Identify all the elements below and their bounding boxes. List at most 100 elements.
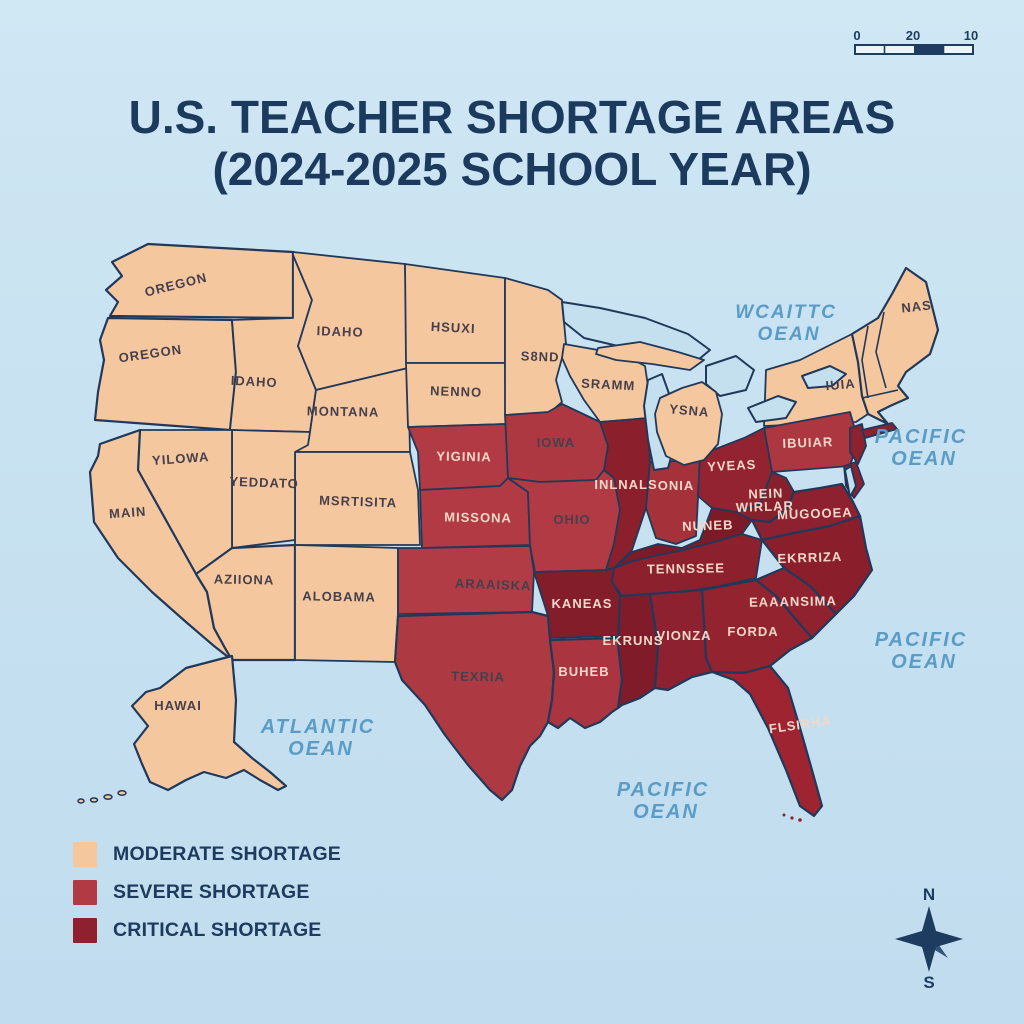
state-label-texria: TEXRIA <box>451 669 505 685</box>
region-long-island <box>861 422 898 439</box>
state-louisiana <box>546 636 624 730</box>
state-labels-layer: OREGONIDAHOOREGONIDAHOMONTANAHSUXIS8NDNE… <box>109 270 933 737</box>
scale-tick-0: 0 <box>853 28 860 43</box>
florida-keys <box>782 813 802 822</box>
page-title: U.S. TEACHER SHORTAGE AREAS (2024-2025 S… <box>0 91 1024 196</box>
alaska-group <box>77 654 802 822</box>
state-label-idaho: IDAHO <box>316 323 363 340</box>
legend-row-moderate: MODERATE SHORTAGE <box>73 841 341 867</box>
scale-tick-10: 10 <box>964 28 978 43</box>
scale-tick-20: 20 <box>906 28 920 43</box>
moderate-label: MODERATE SHORTAGE <box>113 842 342 865</box>
critical-label: CRITICAL SHORTAGE <box>113 918 322 941</box>
state-label-main: MAIN <box>109 504 147 522</box>
state-label-araaiska: ARAAISKA <box>455 576 532 594</box>
state-label-nas: NAS <box>901 297 933 315</box>
state-michigan <box>654 381 723 466</box>
state-label-yeddato: YEDDATO <box>229 474 299 491</box>
state-label-iowa: IOWA <box>537 435 576 450</box>
state-north-dakota <box>404 263 506 364</box>
state-label-nenno: NENNO <box>430 383 482 400</box>
state-label-ekrriza: EKRRIZA <box>777 549 842 566</box>
title-line-2: (2024-2025 SCHOOL YEAR) <box>212 142 812 195</box>
ocean-label-pacific: PACIFIC <box>875 629 968 651</box>
state-label-missona: MISSONA <box>444 509 512 525</box>
state-michigan-upper-peninsula <box>595 341 705 371</box>
critical-swatch <box>73 917 97 943</box>
state-label-onia: ONIA <box>658 478 695 493</box>
state-label-wirlar: WIRLAR <box>736 498 794 515</box>
severe-swatch <box>73 879 97 905</box>
lake-ontario <box>801 365 847 389</box>
compass-south-label: S <box>923 973 934 992</box>
state-label-eaaansima: EAAANSIMA <box>749 593 837 610</box>
aleutian-islands <box>77 790 127 804</box>
state-label-vionza: VIONZA <box>656 628 711 643</box>
state-label-aziiona: AZIIONA <box>214 571 275 587</box>
ocean-label-oean: OEAN <box>891 651 957 673</box>
state-montana <box>292 251 409 391</box>
lake-erie <box>747 395 797 423</box>
state-florida <box>710 664 824 818</box>
state-california <box>88 428 234 662</box>
state-label-msrtisita: MSRTISITA <box>319 493 398 511</box>
state-label-ekruns: EKRUNS <box>603 633 664 648</box>
state-label-mugooea: MUGOOEA <box>777 505 853 523</box>
region-new-england <box>850 266 940 426</box>
state-arkansas <box>533 567 621 639</box>
state-label-ibuiar: IBUIAR <box>782 434 833 451</box>
ocean-label-oean: OEAN <box>288 738 354 760</box>
state-label-inlnals: INLNALS <box>594 477 657 492</box>
state-label-ysna: YSNA <box>669 401 710 419</box>
critical-region <box>533 417 898 818</box>
state-label-yiginia: YIGINIA <box>436 449 492 465</box>
state-label-yveas: YVEAS <box>707 457 757 475</box>
state-label-tennssee: TENNSSEE <box>647 560 725 576</box>
map-legend: MODERATE SHORTAGE SEVERE SHORTAGE CRITIC… <box>73 841 341 955</box>
state-label-iuia: IUIA <box>825 376 856 394</box>
state-minnesota <box>504 277 567 416</box>
compass-main-star <box>895 906 963 972</box>
ocean-label-oean: OEAN <box>633 801 699 823</box>
state-label-kaneas: KANEAS <box>552 596 613 611</box>
state-label-alobama: ALOBAMA <box>302 588 376 604</box>
ocean-label-oean: OEAN <box>758 324 821 345</box>
state-label-hsuxi: HSUXI <box>431 319 476 336</box>
ocean-label-wcaittc: WCAITTC <box>735 302 837 323</box>
ocean-label-pacific: PACIFIC <box>875 426 968 448</box>
state-label-hawai: HAWAI <box>154 698 202 713</box>
state-label-s8nd: S8ND <box>521 348 560 364</box>
scale-bar-filled-segment <box>914 45 944 54</box>
great-lakes <box>561 301 847 471</box>
legend-row-critical: CRITICAL SHORTAGE <box>73 917 341 943</box>
state-label-yilowa: YILOWA <box>152 449 210 468</box>
ocean-label-oean: OEAN <box>891 448 957 470</box>
state-label-forda: FORDA <box>727 624 778 639</box>
legend-row-severe: SEVERE SHORTAGE <box>73 879 341 905</box>
moderate-swatch <box>73 841 97 867</box>
state-label-nein: NEIN <box>748 485 784 501</box>
chesapeake-bay <box>844 465 857 498</box>
severe-label: SEVERE SHORTAGE <box>113 880 310 903</box>
state-label-ohio: OHIO <box>553 512 590 527</box>
compass-rose: N S <box>895 885 963 992</box>
scale-bar: 0 20 10 <box>853 28 978 55</box>
new-england-borders <box>861 311 899 399</box>
state-oregon <box>93 316 238 432</box>
state-texas <box>393 610 556 802</box>
title-line-1: U.S. TEACHER SHORTAGE AREAS <box>128 91 896 143</box>
ocean-labels-layer: WCAITTCOEANPACIFICOEANPACIFICOEANPACIFIC… <box>260 302 968 823</box>
state-label-buheb: BUHEB <box>558 664 609 679</box>
state-label-sramm: SRAMM <box>581 376 636 394</box>
ocean-label-pacific: PACIFIC <box>617 779 710 801</box>
compass-north-label: N <box>923 885 935 904</box>
state-label-nuneb: NUNEB <box>682 517 734 534</box>
state-new-jersey <box>849 423 867 465</box>
state-mississippi <box>616 592 660 710</box>
ocean-label-atlantic: ATLANTIC <box>260 716 376 738</box>
state-label-idaho: IDAHO <box>230 373 278 390</box>
state-alaska <box>130 654 288 792</box>
state-label-montana: MONTANA <box>307 403 380 419</box>
